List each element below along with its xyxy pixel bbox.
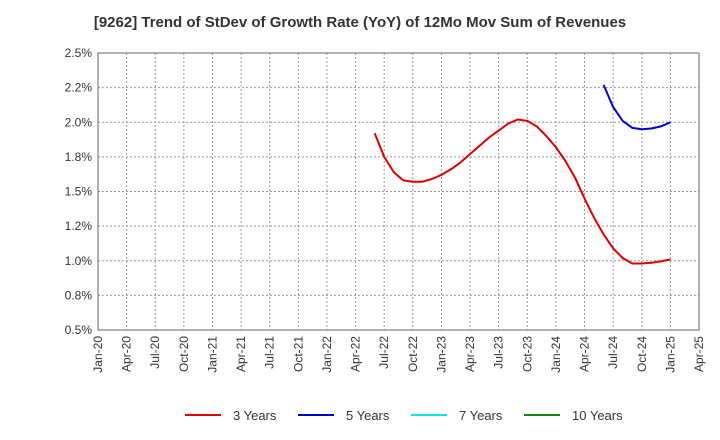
y-tick-label: 2.2% [65,81,93,95]
x-tick-label: Jul-23 [492,336,506,369]
x-tick-label: Jan-25 [663,336,677,373]
legend-swatch-5-years [298,414,334,416]
legend-swatch-3-years [185,414,221,416]
x-tick-label: Apr-25 [692,336,706,372]
x-tick-label: Jan-24 [549,336,563,373]
x-tick-label: Jan-20 [91,336,105,373]
x-tick-label: Apr-22 [349,336,363,372]
x-tick-label: Oct-20 [177,336,191,372]
y-tick-label: 1.2% [65,219,93,233]
legend-item-3-years: 3 Years [185,405,276,425]
x-tick-label: Jan-23 [434,336,448,373]
x-tick-label: Jan-21 [205,336,219,373]
x-tick-label: Jan-22 [320,336,334,373]
legend: 3 Years 5 Years 7 Years 10 Years [0,405,720,425]
legend-swatch-7-years [411,414,447,416]
legend-item-10-years: 10 Years [524,405,623,425]
legend-item-5-years: 5 Years [298,405,389,425]
y-tick-label: 0.5% [65,323,93,337]
legend-item-7-years: 7 Years [411,405,502,425]
series-line-3-years [373,118,671,265]
y-tick-label: 1.8% [65,150,93,164]
y-tick-label: 1.5% [65,185,93,199]
x-tick-label: Apr-21 [234,336,248,372]
x-tick-label: Jul-22 [377,336,391,369]
x-tick-label: Jul-24 [606,336,620,369]
series-lines [373,84,671,265]
legend-swatch-10-years [524,414,560,416]
x-tick-label: Jul-20 [148,336,162,369]
y-axis-labels: 0.5% 0.8% 1.0% 1.2% 1.5% 1.8% 2.0% 2.2% 2.5% [65,46,93,337]
y-tick-label: 2.0% [65,115,93,129]
x-tick-label: Oct-24 [635,336,649,372]
x-tick-label: Oct-23 [520,336,534,372]
y-tick-label: 2.5% [65,46,93,60]
series-line-5-years [602,84,671,131]
x-tick-label: Oct-21 [291,336,305,372]
x-tick-label: Apr-24 [578,336,592,372]
chart-title: [9262] Trend of StDev of Growth Rate (Yo… [93,14,627,31]
legend-label-3-years: 3 Years [233,407,277,423]
legend-label-10-years: 10 Years [572,407,623,423]
plot-frame [97,52,700,331]
legend-label-7-years: 7 Years [459,407,503,423]
y-tick-label: 1.0% [65,254,93,268]
x-tick-label: Jul-21 [263,336,277,369]
x-tick-label: Oct-22 [406,336,420,372]
y-tick-label: 0.8% [65,288,93,302]
x-tick-label: Apr-20 [120,336,134,372]
x-tick-label: Apr-23 [463,336,477,372]
x-axis-labels: Jan-20 Apr-20 Jul-20 Oct-20 Jan-21 Apr-21 Jul-… [91,336,706,373]
legend-label-5-years: 5 Years [346,407,390,423]
